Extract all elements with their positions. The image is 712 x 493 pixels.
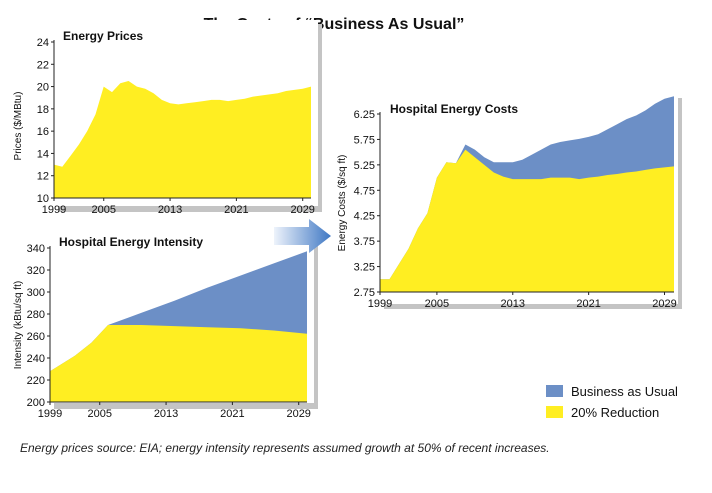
- legend: Business as Usual 20% Reduction: [546, 384, 678, 420]
- series-layer: [380, 96, 674, 292]
- axes-layer: 200 220 240 260 280 300 320 340 1999 2005 2013 2021…: [27, 243, 311, 420]
- y-tick-label: 12: [37, 171, 49, 183]
- x-tick-label: 2005: [87, 408, 111, 420]
- legend-swatch-reduction: [546, 406, 563, 418]
- y-tick-label: 300: [27, 287, 45, 299]
- axes-layer: 2.75 3.25 3.75 4.25 4.75 5.25 5.75 6.25 1999 2005…: [354, 109, 677, 310]
- axes-layer: 10 12 14 16 18 20 22 24 1999 2005 2013 2021 2029: [37, 37, 315, 216]
- x-tick-label: 2021: [224, 204, 248, 216]
- y-tick-label: 340: [27, 243, 45, 255]
- x-tick-label: 2021: [220, 408, 244, 420]
- y-tick-label: 220: [27, 375, 45, 387]
- x-tick-label: 2029: [290, 204, 314, 216]
- chart-energy-prices: Energy Prices Prices ($/MBtu) 10 12 14 16 18…: [13, 29, 315, 216]
- y-tick-label: 16: [37, 126, 49, 138]
- legend-swatch-bau: [546, 385, 563, 397]
- y-tick-label: 240: [27, 353, 45, 365]
- y-tick-label: 320: [27, 265, 45, 277]
- x-tick-label: 1999: [42, 204, 66, 216]
- chart-title: Hospital Energy Intensity: [59, 235, 203, 249]
- y-tick-label: 5.75: [354, 134, 375, 146]
- y-tick-label: 200: [27, 397, 45, 409]
- source-note: Energy prices source: EIA; energy intens…: [20, 441, 550, 455]
- x-tick-label: 1999: [38, 408, 62, 420]
- x-tick-label: 2005: [425, 298, 449, 310]
- x-tick-label: 2013: [154, 408, 178, 420]
- y-tick-label: 6.25: [354, 109, 375, 121]
- x-tick-label: 2029: [286, 408, 310, 420]
- y-tick-label: 20: [37, 82, 49, 94]
- y-tick-label: 14: [37, 148, 49, 160]
- series-layer: [54, 81, 311, 198]
- x-tick-label: 1999: [368, 298, 392, 310]
- series-area-energy-prices: [54, 81, 311, 198]
- series-layer: [50, 251, 307, 402]
- chart-title: Hospital Energy Costs: [390, 102, 518, 116]
- y-tick-label: 2.75: [354, 287, 375, 299]
- chart-title: Energy Prices: [63, 29, 143, 43]
- y-tick-label: 24: [37, 37, 49, 49]
- series-area-20-reduction: [380, 149, 674, 292]
- legend-label-bau: Business as Usual: [571, 384, 678, 399]
- chart-energy-intensity: Hospital Energy Intensity Intensity (kBt…: [13, 235, 311, 420]
- y-tick-label: 3.75: [354, 236, 375, 248]
- y-axis-label: Energy Costs ($/sq ft): [337, 155, 348, 252]
- y-tick-label: 280: [27, 309, 45, 321]
- transition-arrow-icon: [274, 219, 331, 253]
- series-area-20-reduction: [50, 325, 307, 402]
- legend-label-reduction: 20% Reduction: [571, 405, 659, 420]
- y-tick-label: 5.25: [354, 160, 375, 172]
- x-tick-label: 2021: [576, 298, 600, 310]
- y-tick-label: 18: [37, 104, 49, 116]
- y-tick-label: 10: [37, 193, 49, 205]
- y-axis-label: Prices ($/MBtu): [13, 92, 24, 161]
- y-tick-label: 4.25: [354, 211, 375, 223]
- y-tick-label: 4.75: [354, 185, 375, 197]
- y-tick-label: 22: [37, 59, 49, 71]
- x-tick-label: 2013: [501, 298, 525, 310]
- x-tick-label: 2029: [652, 298, 676, 310]
- chart-energy-costs: Hospital Energy Costs Energy Costs ($/sq…: [337, 96, 677, 310]
- x-tick-label: 2013: [158, 204, 182, 216]
- y-axis-label: Intensity (kBtu/sq ft): [13, 281, 24, 369]
- x-tick-label: 2005: [91, 204, 115, 216]
- y-tick-label: 3.25: [354, 262, 375, 274]
- y-tick-label: 260: [27, 331, 45, 343]
